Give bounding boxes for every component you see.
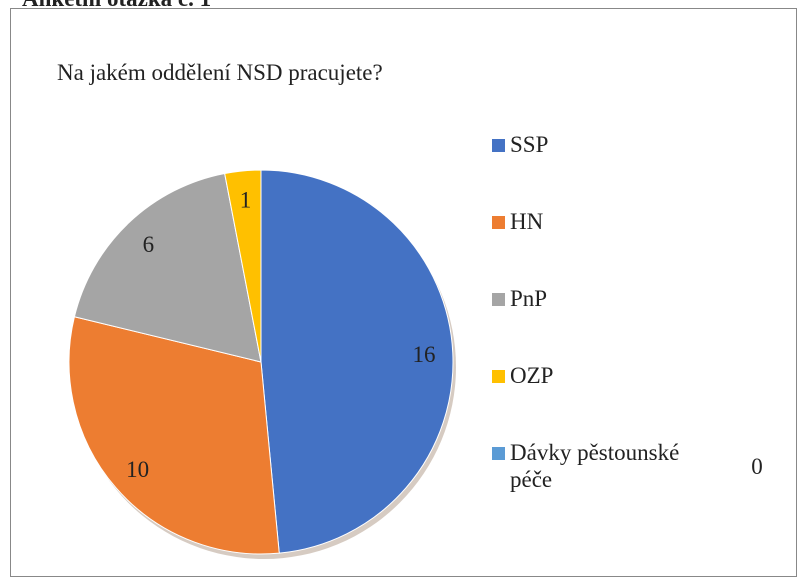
legend-label: HN (510, 209, 544, 234)
data-label: 10 (126, 457, 149, 482)
legend-label: PnP (510, 286, 548, 311)
legend-label: Dávky pěstounské péče (510, 440, 680, 492)
pie-slice (73, 172, 262, 363)
pie-slice (68, 316, 280, 555)
legend-swatch (492, 139, 505, 152)
data-label: 16 (413, 342, 436, 367)
legend-swatch (492, 370, 505, 383)
legend-swatch (492, 447, 505, 460)
legend-swatch (492, 293, 505, 306)
pie-slice (260, 169, 454, 554)
legend-label: OZP (510, 363, 554, 388)
heading: Anketní otázka č. 1 (22, 0, 211, 11)
legend-swatch (492, 216, 505, 229)
data-label: 1 (240, 188, 252, 213)
data-label: 0 (751, 454, 763, 479)
chart-title: Na jakém oddělení NSD pracujete? (57, 60, 383, 85)
legend-label: SSP (510, 132, 549, 157)
data-label: 6 (143, 232, 155, 257)
